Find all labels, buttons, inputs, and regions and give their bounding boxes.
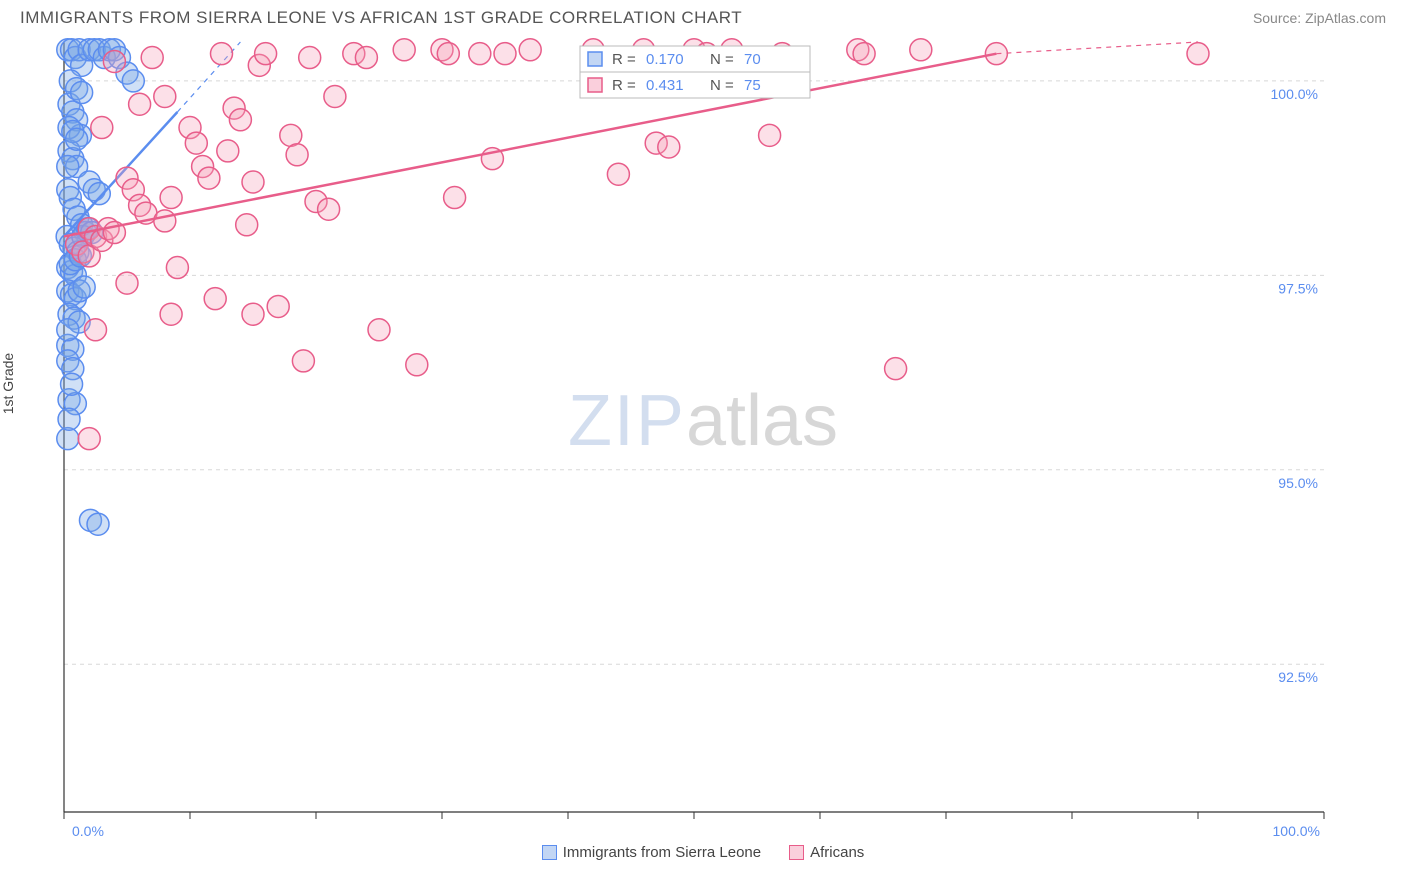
svg-text:R =: R = xyxy=(612,51,636,68)
legend-swatch-pink xyxy=(789,845,804,860)
svg-text:75: 75 xyxy=(744,77,761,94)
legend-item-pink: Africans xyxy=(789,844,864,861)
svg-text:N =: N = xyxy=(710,77,734,94)
point-pink xyxy=(236,214,258,236)
point-pink xyxy=(406,354,428,376)
point-pink xyxy=(211,43,233,65)
point-pink xyxy=(292,350,314,372)
point-pink xyxy=(141,47,163,69)
point-pink xyxy=(129,93,151,115)
point-blue xyxy=(87,513,109,535)
chart-area: 1st Grade 92.5%95.0%97.5%100.0%0.0%100.0… xyxy=(20,32,1386,842)
point-blue xyxy=(66,128,88,150)
legend-label-pink: Africans xyxy=(810,844,864,861)
point-pink xyxy=(217,140,239,162)
point-pink xyxy=(160,303,182,325)
chart-title: IMMIGRANTS FROM SIERRA LEONE VS AFRICAN … xyxy=(20,8,742,28)
point-pink xyxy=(242,171,264,193)
point-pink xyxy=(318,198,340,220)
point-pink xyxy=(324,85,346,107)
svg-text:97.5%: 97.5% xyxy=(1278,280,1318,296)
point-blue xyxy=(57,428,79,450)
svg-text:95.0%: 95.0% xyxy=(1278,475,1318,491)
point-blue xyxy=(122,70,144,92)
svg-text:0.170: 0.170 xyxy=(646,51,684,68)
svg-text:0.431: 0.431 xyxy=(646,77,684,94)
point-pink xyxy=(116,272,138,294)
legend-label-blue: Immigrants from Sierra Leone xyxy=(563,844,761,861)
point-pink xyxy=(154,85,176,107)
point-pink xyxy=(103,50,125,72)
y-axis-label: 1st Grade xyxy=(0,353,16,414)
svg-text:N =: N = xyxy=(710,51,734,68)
point-pink xyxy=(280,124,302,146)
point-pink xyxy=(355,47,377,69)
point-pink xyxy=(185,132,207,154)
point-blue xyxy=(57,155,79,177)
point-pink xyxy=(286,144,308,166)
point-pink xyxy=(759,124,781,146)
point-pink xyxy=(91,117,113,139)
point-blue xyxy=(71,82,93,104)
point-pink xyxy=(160,187,182,209)
trend-dash-pink xyxy=(996,42,1198,54)
point-blue xyxy=(73,276,95,298)
legend-item-blue: Immigrants from Sierra Leone xyxy=(542,844,761,861)
point-pink xyxy=(299,47,321,69)
point-pink xyxy=(885,358,907,380)
point-pink xyxy=(267,295,289,317)
point-pink xyxy=(242,303,264,325)
svg-text:70: 70 xyxy=(744,51,761,68)
legend-swatch-blue xyxy=(542,845,557,860)
point-blue xyxy=(57,319,79,341)
point-pink xyxy=(229,109,251,131)
point-pink xyxy=(393,39,415,61)
point-blue xyxy=(88,183,110,205)
point-pink xyxy=(437,43,459,65)
svg-text:92.5%: 92.5% xyxy=(1278,669,1318,685)
svg-text:0.0%: 0.0% xyxy=(72,823,104,839)
point-pink xyxy=(469,43,491,65)
header: IMMIGRANTS FROM SIERRA LEONE VS AFRICAN … xyxy=(0,0,1406,32)
point-blue xyxy=(58,408,80,430)
point-pink xyxy=(78,428,100,450)
point-pink xyxy=(368,319,390,341)
point-pink xyxy=(166,257,188,279)
point-pink xyxy=(494,43,516,65)
point-pink xyxy=(154,210,176,232)
source-label: Source: ZipAtlas.com xyxy=(1253,10,1386,26)
point-pink xyxy=(658,136,680,158)
stats-box: R = 0.170 N = 70 R = 0.431 N = 75 xyxy=(580,46,810,98)
scatter-chart: 92.5% 95.0% 97.5% 100.0% 0.0% 100.0% R = 0.170 N… xyxy=(20,32,1386,842)
legend: Immigrants from Sierra Leone Africans xyxy=(0,844,1406,861)
point-pink xyxy=(444,187,466,209)
svg-text:100.0%: 100.0% xyxy=(1273,823,1320,839)
point-pink xyxy=(853,43,875,65)
point-pink xyxy=(607,163,629,185)
svg-text:100.0%: 100.0% xyxy=(1271,86,1318,102)
point-blue xyxy=(61,373,83,395)
point-pink xyxy=(519,39,541,61)
point-pink xyxy=(255,43,277,65)
point-pink xyxy=(1187,43,1209,65)
svg-text:R =: R = xyxy=(612,77,636,94)
point-pink xyxy=(204,288,226,310)
point-pink xyxy=(198,167,220,189)
point-pink xyxy=(85,319,107,341)
point-pink xyxy=(910,39,932,61)
